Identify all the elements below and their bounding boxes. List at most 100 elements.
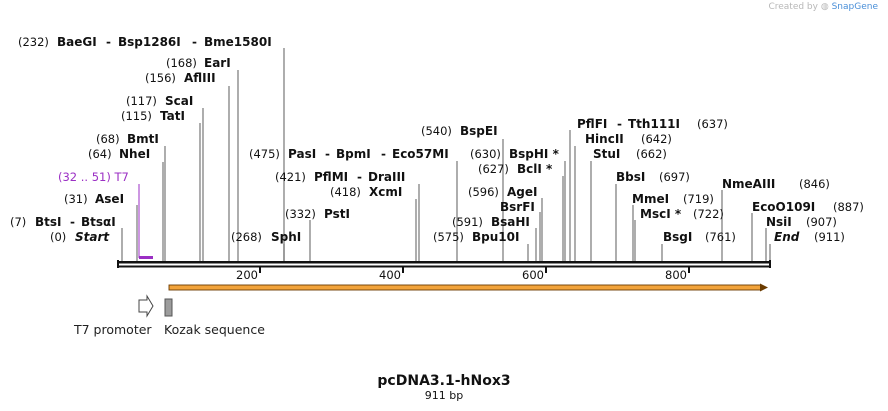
credit-prefix: Created by [768, 2, 818, 12]
start-label: Start [75, 230, 110, 244]
enzyme-name: AgeI [507, 185, 537, 199]
backbone-start-cap [117, 260, 119, 268]
credit-brand: SnapGene [831, 2, 878, 12]
enzyme-name: BtsI [35, 215, 62, 229]
site-label-scai: (117) ScaI [126, 90, 193, 109]
site-label-bmti: (68) BmtI [96, 128, 159, 147]
enzyme-name: NheI [119, 147, 150, 161]
site-label-pflfi: PflFI - Tth111I (637) [577, 113, 728, 132]
snapgene-credit: Created by ◍ SnapGene [768, 2, 878, 12]
enzyme-name: MscI * [640, 207, 682, 221]
site-label-pflmi: (421) PflMI - DraIII [275, 166, 405, 185]
site-label-bsphi: (630) BspHI * [470, 143, 560, 162]
ruler-tick-label: 600 [522, 268, 544, 282]
enzyme-name: BsaHI [491, 215, 530, 229]
plasmid-name: pcDNA3.1-hNox3 [377, 373, 510, 389]
enzyme-name: PflMI [314, 170, 348, 184]
enzyme-name: NsiI [766, 215, 792, 229]
enzyme-name: Tth111I [628, 117, 680, 131]
site-label-tati: (115) TatI [121, 105, 185, 124]
site-label-hincii: HincII (642) [585, 128, 672, 147]
enzyme-name: XcmI [369, 185, 402, 199]
site-label-btsi: (7) BtsI - BtsαI [10, 211, 116, 230]
site-label-pasi: (475) PasI - BpmI - Eco57MI [249, 143, 449, 162]
site-label-msci: MscI * (722) [640, 203, 724, 222]
sequence-backbone [117, 260, 771, 268]
enzyme-name: BsgI [663, 230, 692, 244]
enzyme-name: BtsαI [81, 215, 116, 229]
enzyme-name: BspHI * [509, 147, 560, 161]
site-label-bsgi: BsgI (761) [663, 226, 736, 245]
enzyme-name: BbsI [616, 170, 645, 184]
site-label-baegi: (232) BaeGI - Bsp1286I - Bme1580I [18, 31, 272, 50]
enzyme-name: SphI [271, 230, 301, 244]
site-label-stui: StuI (662) [593, 143, 667, 162]
enzyme-name: MmeI [632, 192, 669, 206]
ruler-tick-label: 400 [379, 268, 401, 282]
site-label-psti: (332) PstI [285, 203, 350, 222]
site-label-bbsi: BbsI (697) [616, 166, 690, 185]
site-label-nhei: (64) NheI [88, 143, 150, 162]
ruler-tick-label: 800 [665, 268, 687, 282]
site-label-eari: (168) EarI [166, 52, 231, 71]
feature-legend: T7 promoter Kozak sequence [73, 322, 265, 337]
ruler-tick-label: 200 [236, 268, 258, 282]
enzyme-name: EarI [204, 56, 231, 70]
legend-t7-promoter: T7 promoter [73, 322, 152, 337]
enzyme-name: PstI [324, 207, 350, 221]
enzyme-name: StuI [593, 147, 620, 161]
enzyme-name: AseI [95, 192, 124, 206]
site-label-afliii: (156) AflIII [145, 67, 216, 86]
orf-arrow [168, 283, 768, 292]
site-label-start: (0) Start [50, 226, 110, 245]
enzyme-name: PflFI [577, 117, 607, 131]
site-label-xcmi: (418) XcmI [330, 181, 402, 200]
enzyme-name: BclI * [517, 162, 553, 176]
enzyme-name: BmtI [127, 132, 159, 146]
kozak-box-icon [164, 298, 173, 317]
map-title-block: pcDNA3.1-hNox3 911 bp [377, 373, 510, 402]
promoter-arrow-icon [138, 294, 154, 318]
enzyme-name: BspEI [460, 124, 498, 138]
backbone-top-strand [118, 261, 770, 264]
feature-t7-label: (32 .. 51) T7 [58, 170, 129, 184]
site-label-asei: (31) AseI [64, 188, 124, 207]
plasmid-length: 911 bp [425, 389, 463, 402]
enzyme-name: DraIII [368, 170, 405, 184]
site-label-eco0109i: EcoO109I (887) [752, 196, 864, 215]
site-label-nmeaiii: NmeAIII (846) [722, 173, 830, 192]
enzyme-name: PasI [288, 147, 316, 161]
site-label-bcli: (627) BclI * [478, 158, 553, 177]
ruler: 200 400 600 800 [236, 267, 690, 282]
enzyme-name: BaeGI [57, 35, 97, 49]
enzyme-name: AflIII [184, 71, 216, 85]
site-label-nsii: NsiI (907) [766, 211, 837, 230]
enzyme-name: Bpu10I [472, 230, 519, 244]
enzyme-name: Bsp1286I [118, 35, 181, 49]
site-labels: (232) BaeGI - Bsp1286I - Bme1580I (168) … [10, 31, 864, 245]
orf-arrow-body [168, 284, 762, 291]
feature-t7: (32 .. 51) T7 [58, 170, 153, 259]
end-label: End [774, 230, 800, 244]
site-label-agei: (596) AgeI [468, 181, 537, 200]
site-label-bsahi: (591) BsaHI [452, 211, 530, 230]
cut-lines [121, 48, 771, 262]
enzyme-name: EcoO109I [752, 200, 815, 214]
site-label-end: End (911) [774, 226, 845, 245]
enzyme-name: Eco57MI [392, 147, 449, 161]
enzyme-name: BsrFI [500, 200, 535, 214]
site-pos: (232) [18, 35, 49, 49]
enzyme-name: HincII [585, 132, 624, 146]
enzyme-name: BpmI [336, 147, 371, 161]
backbone-bottom-strand [118, 265, 770, 268]
site-label-bspei: (540) BspEI [421, 120, 498, 139]
enzyme-name: TatI [160, 109, 185, 123]
legend-kozak-sequence: Kozak sequence [164, 322, 265, 337]
site-label-bpu10i: (575) Bpu10I [433, 226, 519, 245]
enzyme-name: NmeAIII [722, 177, 775, 191]
enzyme-name: Bme1580I [204, 35, 272, 49]
orf-arrow-head [760, 283, 768, 292]
site-label-bsrfi: BsrFI [500, 200, 535, 214]
site-label-sphi: (268) SphI [231, 226, 301, 245]
